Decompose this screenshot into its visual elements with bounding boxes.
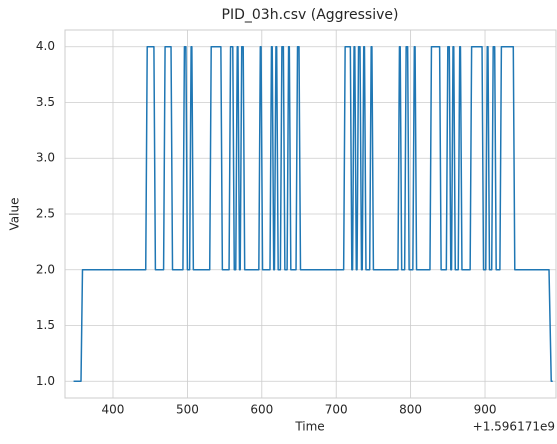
y-tick-label: 2.5 [36,207,55,221]
x-tick-label: 400 [102,403,125,417]
y-tick-label: 4.0 [36,39,55,53]
y-tick-label: 2.0 [36,262,55,276]
y-tick-label: 1.0 [36,374,55,388]
x-tick-label: 900 [474,403,497,417]
plot-frame [64,29,557,399]
y-tick-label: 1.5 [36,318,55,332]
x-tick-label: 800 [399,403,422,417]
chart-title: PID_03h.csv (Aggressive) [222,7,399,23]
y-tick-label: 3.5 [36,95,55,109]
x-tick-label: 700 [325,403,348,417]
data-line [73,45,553,383]
x-offset-text: +1.596171e9 [473,420,555,434]
x-tick-label: 500 [176,403,199,417]
x-axis-label: Time [294,420,324,434]
y-axis-label: Value [8,198,22,231]
x-tick-label: 600 [250,403,273,417]
y-tick-label: 3.0 [36,151,55,165]
